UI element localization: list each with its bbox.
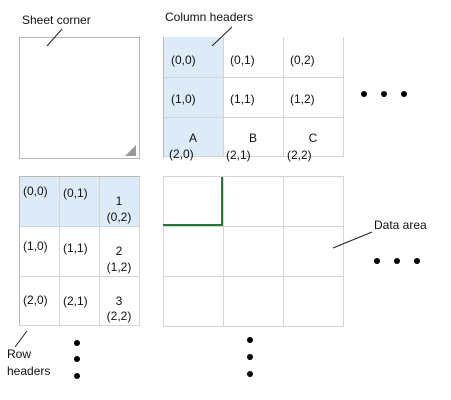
sheet-corner-leader [46, 28, 63, 47]
row-cell-1-0: (1,0) [23, 239, 48, 253]
column-cell-0-0: (0,0) [171, 53, 196, 67]
row-cell-0-2: (0,2) [106, 210, 132, 224]
column-highlight [163, 37, 223, 157]
resize-grip-icon [125, 145, 136, 156]
row-headers-leader [14, 330, 28, 348]
row-cell-2-2: (2,2) [106, 309, 132, 323]
row-cell-1-2: (1,2) [106, 260, 132, 274]
column-cell-1-2: (1,2) [290, 92, 315, 106]
row-headers-label-line1: Row [7, 347, 32, 361]
row-number-3: 3 [115, 294, 123, 308]
ellipsis-dot [74, 340, 80, 346]
data-area-label: Data area [374, 218, 427, 232]
ellipsis-dot [381, 91, 387, 97]
ellipsis-dot [247, 354, 253, 360]
ellipsis-dot [74, 373, 80, 379]
row-header-gridlines [19, 176, 140, 326]
row-cell-2-1: (2,1) [63, 294, 88, 308]
sheet-corner-label: Sheet corner [22, 13, 91, 27]
column-cell-0-2: (0,2) [290, 53, 315, 67]
column-cell-1-0: (1,0) [171, 92, 196, 106]
selection-corner [163, 177, 223, 226]
column-headers-leader [211, 26, 233, 47]
column-header-gridlines [163, 37, 344, 157]
column-letter-b: B [248, 131, 257, 145]
ellipsis-dot [247, 371, 253, 377]
column-letter-a: A [188, 131, 197, 145]
ellipsis-dot [414, 258, 420, 264]
column-letter-c: C [308, 131, 318, 145]
row-headers-label-line2: headers [7, 364, 51, 378]
column-cell-2-2: (2,2) [287, 148, 312, 162]
ellipsis-dot [361, 91, 367, 97]
column-cell-2-0: (2,0) [169, 147, 194, 161]
ellipsis-dot [401, 91, 407, 97]
row-highlight [19, 176, 140, 226]
ellipsis-dot [374, 258, 380, 264]
data-area-gridlines [163, 176, 344, 327]
ellipsis-dot [247, 337, 253, 343]
column-cell-1-1: (1,1) [230, 92, 255, 106]
column-headers-label: Column headers [165, 10, 254, 24]
data-area-leader [332, 231, 373, 249]
ellipsis-dot [74, 356, 80, 362]
row-cell-0-1: (0,1) [63, 186, 88, 200]
row-cell-0-0: (0,0) [23, 184, 48, 198]
column-cell-0-1: (0,1) [230, 53, 255, 67]
row-number-2: 2 [115, 244, 123, 258]
sheet-corner-box [19, 37, 140, 159]
row-number-1: 1 [115, 194, 123, 208]
row-cell-2-0: (2,0) [23, 293, 48, 307]
ellipsis-dot [394, 258, 400, 264]
row-cell-1-1: (1,1) [63, 241, 88, 255]
column-cell-2-1: (2,1) [226, 148, 251, 162]
